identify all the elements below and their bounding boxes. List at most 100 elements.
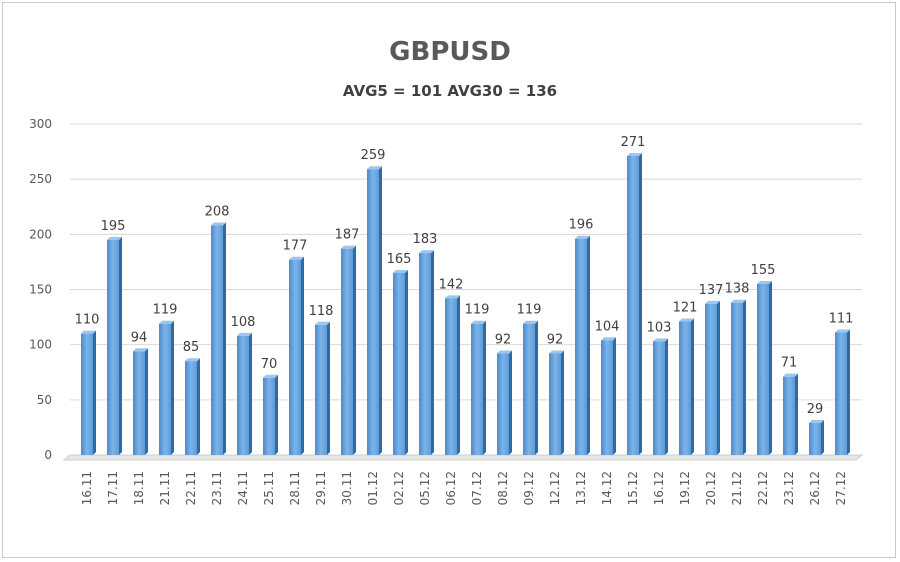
data-label: 104 [595, 319, 620, 334]
bar-side [535, 320, 538, 455]
bar-top [523, 320, 538, 324]
bar [393, 272, 405, 455]
bar-side [509, 350, 512, 455]
bar-side [821, 420, 824, 455]
x-tick-label: 19.12 [678, 471, 692, 505]
bar-side [795, 373, 798, 455]
bar [549, 353, 561, 455]
bar [497, 353, 509, 455]
data-label: 196 [569, 218, 594, 233]
bar [809, 423, 821, 455]
bar-side [275, 374, 278, 455]
bar-top [107, 236, 122, 240]
bar-top [81, 330, 96, 334]
data-label: 195 [101, 219, 126, 234]
bar-side [847, 329, 850, 455]
bar-side [665, 338, 668, 455]
data-label: 71 [781, 356, 798, 371]
x-tick-label: 06.12 [444, 471, 458, 505]
data-label: 92 [547, 332, 564, 347]
x-tick-label: 26.12 [808, 471, 822, 505]
bar [523, 323, 535, 455]
bar [367, 169, 379, 455]
bar-top [185, 358, 200, 362]
bar-side [587, 235, 590, 455]
x-tick-label: 21.11 [158, 471, 172, 505]
bar-side [197, 358, 200, 455]
y-tick-label: 200 [29, 227, 52, 241]
bar-top [263, 374, 278, 378]
bar-side [145, 348, 148, 455]
bar-top [341, 245, 356, 249]
x-tick-label: 24.11 [236, 471, 250, 505]
x-tick-label: 15.12 [626, 471, 640, 505]
data-label: 110 [75, 313, 100, 328]
bar-top [549, 350, 564, 354]
bar [263, 377, 275, 455]
data-label: 187 [335, 228, 360, 243]
x-tick-label: 07.12 [470, 471, 484, 505]
x-tick-label: 18.11 [132, 471, 146, 505]
bar-top [393, 269, 408, 273]
bar-side [327, 321, 330, 455]
bar-side [353, 245, 356, 455]
bar-top [445, 295, 460, 299]
y-tick-label: 100 [29, 338, 52, 352]
data-label: 92 [495, 332, 512, 347]
bar-top [497, 350, 512, 354]
x-tick-label: 29.11 [314, 471, 328, 505]
data-label: 271 [621, 135, 646, 150]
bar-side [379, 166, 382, 455]
bar-top [783, 373, 798, 377]
data-label: 137 [699, 283, 724, 298]
bar-top [133, 348, 148, 352]
x-tick-label: 28.11 [288, 471, 302, 505]
bar-side [769, 280, 772, 455]
bar-side [483, 320, 486, 455]
x-tick-label: 14.12 [600, 471, 614, 505]
bar [315, 324, 327, 455]
data-label: 208 [205, 205, 230, 220]
y-tick-label: 300 [29, 117, 52, 131]
data-label: 119 [153, 303, 178, 318]
x-tick-label: 21.12 [730, 471, 744, 505]
bar [341, 248, 353, 455]
x-tick-label: 17.11 [106, 471, 120, 505]
bar [627, 155, 639, 455]
chart-subtitle: AVG5 = 101 AVG30 = 136 [343, 82, 557, 100]
bar-top [809, 420, 824, 424]
data-label: 165 [387, 252, 412, 267]
bar [653, 341, 665, 455]
y-tick-label: 150 [29, 283, 52, 297]
data-label: 183 [413, 232, 438, 247]
bar-top [575, 235, 590, 239]
bar-top [211, 222, 226, 226]
bar [419, 253, 431, 455]
bar-side [691, 318, 694, 455]
bar-side [743, 299, 746, 455]
x-tick-label: 05.12 [418, 471, 432, 505]
bar-top [705, 300, 720, 304]
x-tick-label: 27.12 [834, 471, 848, 505]
data-label: 142 [439, 277, 464, 292]
data-label: 108 [231, 315, 256, 330]
bar-side [301, 256, 304, 455]
chart-floor [62, 454, 864, 461]
bar-side [561, 350, 564, 455]
bar-top [757, 280, 772, 284]
bar-top [653, 338, 668, 342]
x-tick-label: 16.11 [80, 471, 94, 505]
x-tick-label: 13.12 [574, 471, 588, 505]
x-tick-label: 16.12 [652, 471, 666, 505]
bar [107, 239, 119, 455]
bar-side [405, 269, 408, 455]
bar [211, 225, 223, 455]
bar [757, 283, 769, 455]
bar [601, 340, 613, 455]
bar [133, 351, 145, 455]
data-label: 177 [283, 239, 308, 254]
bar-top [627, 152, 642, 156]
bar [471, 323, 483, 455]
